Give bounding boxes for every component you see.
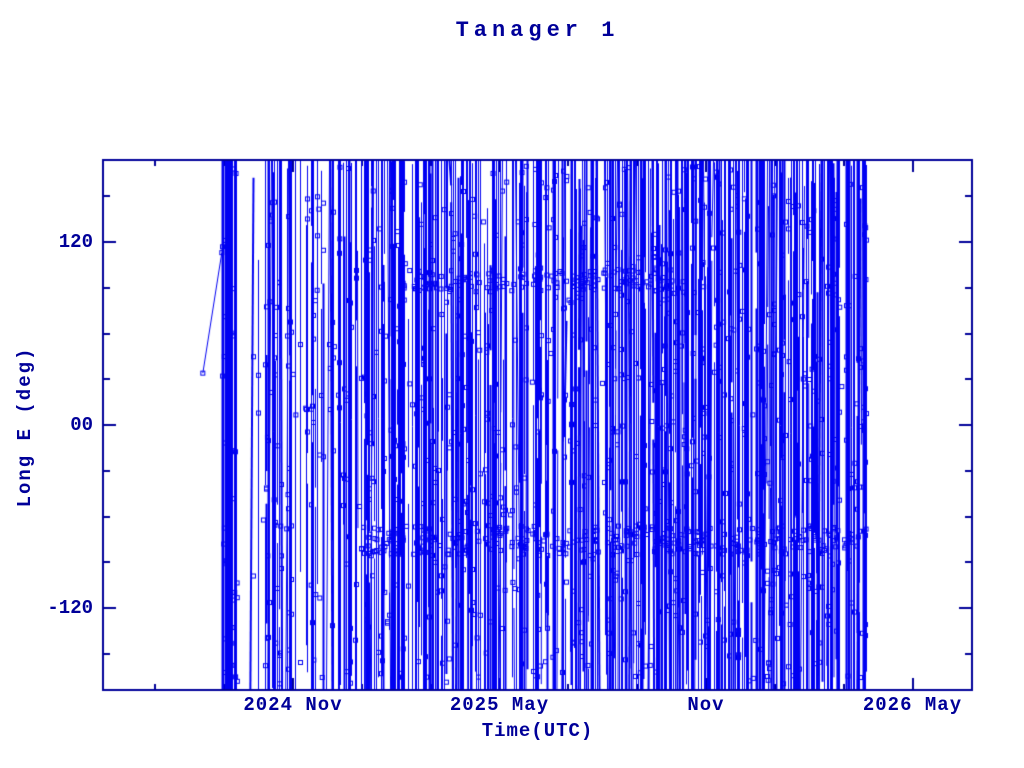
y-tick-label: 120 <box>58 231 93 253</box>
y-tick-label: -120 <box>47 597 93 619</box>
x-axis-label: Time(UTC) <box>481 720 594 742</box>
x-tick-label: 2024 Nov <box>243 694 343 716</box>
y-tick-label: 00 <box>70 414 93 436</box>
plot-title: Tanager 1 <box>455 18 620 43</box>
x-tick-label: 2025 May <box>449 694 550 716</box>
x-tick-label: Nov <box>687 694 725 716</box>
x-tick-label: 2026 May <box>862 694 963 716</box>
